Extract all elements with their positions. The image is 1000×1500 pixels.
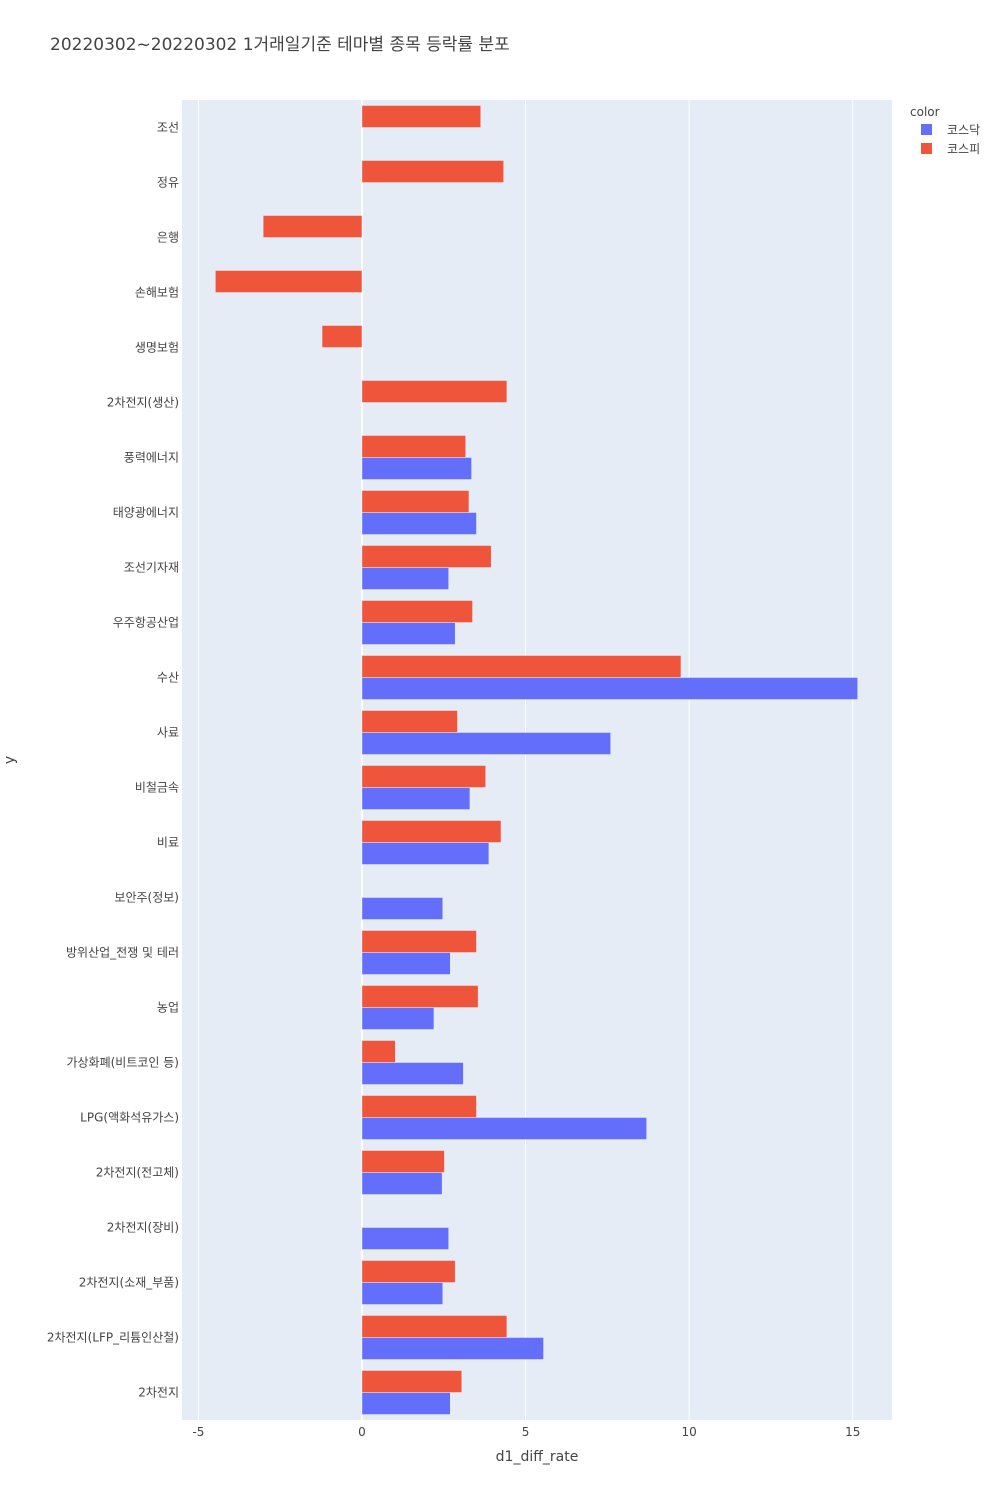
- y-axis-title: y: [2, 756, 18, 764]
- y-tick-label: 2차전지(LFP_리튬인산철): [47, 1331, 179, 1345]
- bar-kospi[interactable]: [361, 600, 473, 623]
- bar-kospi[interactable]: [361, 655, 682, 678]
- bars: [215, 105, 858, 1415]
- bar-kospi[interactable]: [361, 985, 479, 1008]
- bar-kosdaq[interactable]: [361, 897, 444, 920]
- y-tick-label: 우주항공산업: [113, 616, 179, 630]
- bar-kospi[interactable]: [361, 1370, 462, 1393]
- bar-kospi[interactable]: [361, 490, 470, 513]
- bar-kosdaq[interactable]: [361, 1172, 443, 1195]
- y-tick-label: 가상화폐(비트코인 등): [66, 1056, 179, 1070]
- y-tick-label: 2차전지(전고체): [96, 1166, 179, 1180]
- bar-kospi[interactable]: [361, 1095, 477, 1118]
- bar-kosdaq[interactable]: [361, 1227, 449, 1250]
- x-tick-label: 15: [845, 1425, 860, 1439]
- y-tick-label: 2차전지(소재_부품): [79, 1276, 179, 1290]
- bar-kosdaq[interactable]: [361, 567, 449, 590]
- x-tick-label: 0: [358, 1425, 366, 1439]
- legend-swatch-kospi[interactable]: [921, 143, 932, 154]
- bar-kosdaq[interactable]: [361, 1282, 444, 1305]
- bar-kosdaq[interactable]: [361, 787, 471, 810]
- legend-swatch-kosdaq[interactable]: [921, 124, 932, 135]
- bar-kosdaq[interactable]: [361, 457, 472, 480]
- bar-kosdaq[interactable]: [361, 1117, 647, 1140]
- y-tick-label: 태양광에너지: [113, 506, 179, 520]
- bar-kosdaq[interactable]: [361, 732, 611, 755]
- bar-kosdaq[interactable]: [361, 952, 451, 975]
- bar-kospi[interactable]: [361, 105, 481, 128]
- x-tick-label: 5: [522, 1425, 530, 1439]
- bar-kospi[interactable]: [361, 545, 492, 568]
- y-tick-label: LPG(액화석유가스): [80, 1111, 179, 1125]
- y-tick-label: 농업: [157, 1001, 179, 1015]
- chart-title: 20220302~20220302 1거래일기준 테마별 종목 등락률 분포: [50, 35, 510, 55]
- gridlines: [197, 100, 854, 1420]
- y-tick-label: 손해보험: [135, 286, 179, 300]
- bar-kospi[interactable]: [361, 1260, 456, 1283]
- bar-kospi[interactable]: [321, 325, 363, 348]
- bar-kosdaq[interactable]: [361, 1392, 451, 1415]
- y-tick-label: 방위산업_전쟁 및 테러: [66, 946, 179, 960]
- bar-kospi[interactable]: [361, 435, 466, 458]
- bar-kospi[interactable]: [215, 270, 363, 293]
- bar-kosdaq[interactable]: [361, 622, 456, 645]
- bar-kosdaq[interactable]: [361, 1007, 435, 1030]
- bar-kospi[interactable]: [361, 160, 504, 183]
- plot-area: [182, 100, 892, 1420]
- bar-kospi[interactable]: [361, 1315, 508, 1338]
- y-tick-label: 2차전지: [138, 1386, 179, 1400]
- bar-kosdaq[interactable]: [361, 1337, 544, 1360]
- bar-kospi[interactable]: [361, 710, 458, 733]
- bar-kospi[interactable]: [262, 215, 363, 238]
- y-tick-label: 2차전지(생산): [107, 396, 179, 410]
- y-tick-label: 비료: [157, 836, 179, 850]
- y-tick-label: 조선기자재: [124, 561, 179, 575]
- x-axis-title: d1_diff_rate: [496, 1449, 579, 1465]
- y-tick-label: 은행: [157, 230, 179, 245]
- y-tick-label: 사료: [157, 726, 179, 740]
- y-tick-label: 생명보험: [135, 341, 179, 355]
- y-tick-label: 보안주(정보): [114, 891, 179, 905]
- y-tick-label: 2차전지(장비): [107, 1221, 179, 1235]
- y-tick-label: 조선: [157, 121, 179, 135]
- bar-kospi[interactable]: [361, 765, 486, 788]
- bar-kospi[interactable]: [361, 380, 508, 403]
- legend-label-kospi[interactable]: 코스피: [947, 142, 980, 156]
- bar-kosdaq[interactable]: [361, 512, 477, 535]
- legend-label-kosdaq[interactable]: 코스닥: [947, 123, 980, 137]
- legend: color 코스닥 코스피: [910, 105, 980, 156]
- y-tick-label: 비철금속: [135, 781, 179, 795]
- y-tick-label: 정유: [157, 176, 179, 190]
- bar-kosdaq[interactable]: [361, 1062, 464, 1085]
- bar-kospi[interactable]: [361, 820, 502, 843]
- x-tick-label: -5: [192, 1425, 204, 1439]
- legend-title: color: [910, 105, 940, 119]
- bar-kosdaq[interactable]: [361, 842, 490, 865]
- bar-kospi[interactable]: [361, 930, 477, 953]
- x-tick-labels: -5 0 5 10 15: [192, 1425, 860, 1439]
- y-tick-label: 풍력에너지: [124, 451, 179, 465]
- bar-kosdaq[interactable]: [361, 677, 858, 700]
- y-tick-label: 수산: [157, 671, 179, 685]
- bar-kospi[interactable]: [361, 1150, 445, 1173]
- bar-kospi[interactable]: [361, 1040, 396, 1063]
- x-tick-label: 10: [682, 1425, 697, 1439]
